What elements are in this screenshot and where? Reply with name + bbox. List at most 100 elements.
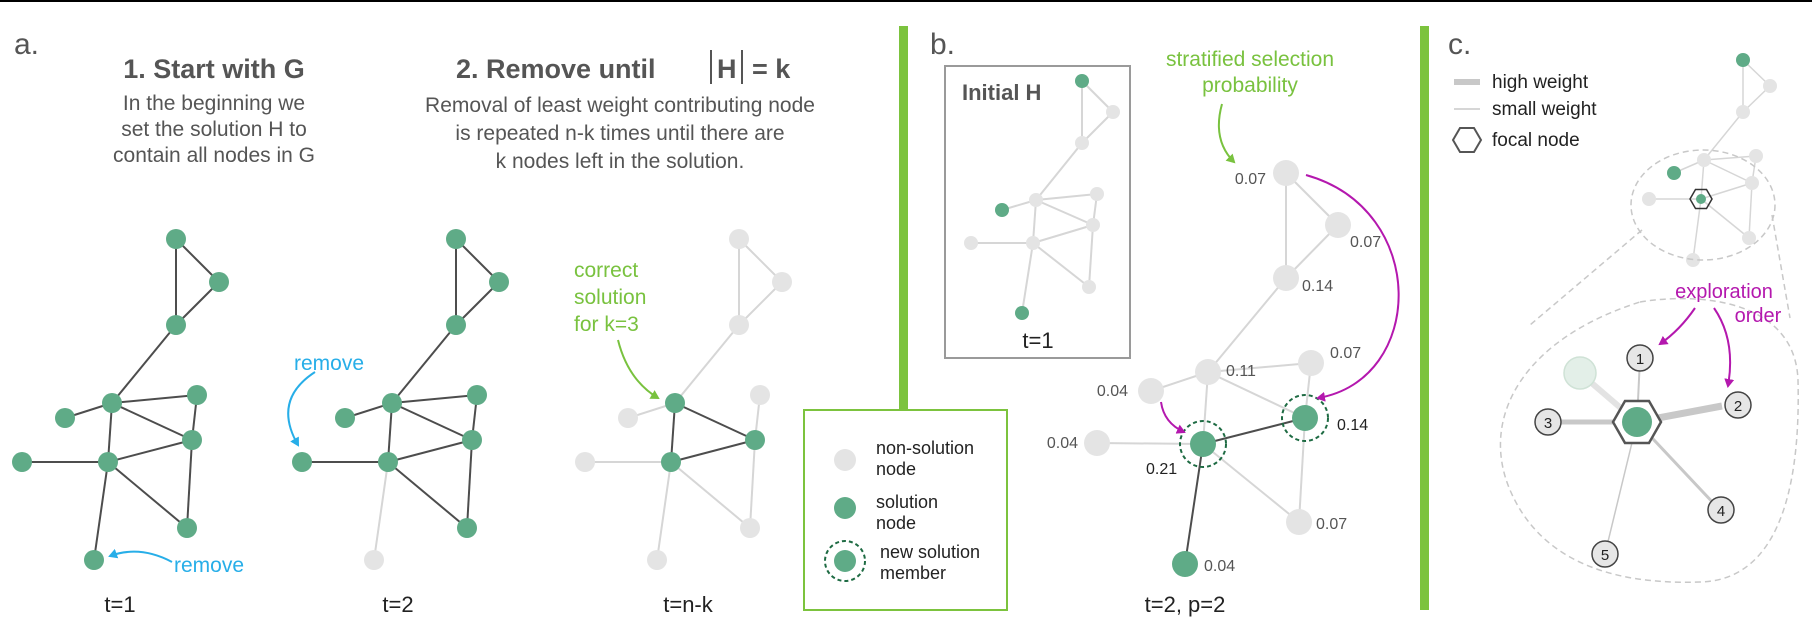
- selection-arrow: [1217, 103, 1236, 164]
- legend-text: member: [880, 563, 946, 583]
- legend-swatch-solution: [834, 497, 856, 519]
- inset-nodes-solution: [995, 74, 1089, 320]
- correct-label: for k=3: [574, 313, 639, 336]
- step2-desc-line: k nodes left in the solution.: [496, 150, 745, 173]
- remove-arrow: [287, 371, 316, 447]
- order-node: [1707, 496, 1735, 524]
- prob-label: 0.11: [1226, 363, 1256, 380]
- remove-label: remove: [174, 554, 244, 577]
- step1-title: 1. Start with G: [123, 54, 305, 84]
- legend: non-solution node solution node new solu…: [803, 409, 1008, 611]
- graph-tnk: correct solution for k=3: [574, 229, 792, 570]
- legend-text: new solution: [880, 542, 980, 562]
- overview-nodes-solution: [1667, 53, 1750, 180]
- overview-zoom-ring: [1630, 149, 1776, 261]
- focal-node-hexagon-icon: [1451, 127, 1483, 153]
- legend-high-weight: high weight: [1492, 72, 1589, 93]
- graph-t2-edge-removed: [373, 461, 389, 561]
- overview-focal-hexagon-icon: [1689, 188, 1713, 210]
- step2-title-k: = k: [752, 54, 791, 84]
- legend-text: solution: [876, 492, 938, 512]
- legend-dashed-ring: [824, 540, 866, 582]
- panel-c-label: c.: [1448, 28, 1471, 61]
- graph-tnk-edges-dark: [670, 402, 756, 463]
- prob-label: 0.04: [1204, 558, 1235, 575]
- ego-focal-node: [1622, 407, 1652, 437]
- order-number: 3: [1544, 415, 1552, 432]
- inset-time: t=1: [1022, 328, 1053, 353]
- panel-c-legend: high weight small weight focal node: [1451, 72, 1597, 153]
- graph-t1-nodes: [12, 229, 229, 570]
- step2-title-h: H: [717, 54, 737, 84]
- order-node: [1591, 540, 1619, 568]
- prob-label: 0.21: [1146, 461, 1177, 478]
- divider-bc: [1420, 26, 1429, 610]
- overview-focal-node: [1696, 194, 1706, 204]
- time-label-t2: t=2: [382, 592, 413, 617]
- graph-b-nodes-solution: [1172, 405, 1318, 577]
- select-arrow: [1160, 401, 1186, 434]
- graph-t2: remove: [287, 229, 509, 570]
- ego-faded-node: [1563, 356, 1597, 390]
- step1-desc-line: In the beginning we: [123, 92, 305, 115]
- remove-label: remove: [294, 352, 364, 375]
- graph-b-nodes-gray: [1084, 160, 1351, 535]
- exploration-arrow: [1658, 307, 1696, 346]
- legend-swatch-new: [834, 550, 856, 572]
- prob-label: 0.14: [1337, 417, 1368, 434]
- legend-small-weight: small weight: [1492, 99, 1597, 120]
- legend-text: node: [876, 459, 916, 479]
- order-node: [1534, 408, 1562, 436]
- prob-label: 0.07: [1330, 345, 1361, 362]
- prob-label: 0.04: [1047, 435, 1078, 452]
- graph-t2-nodes: [292, 229, 509, 538]
- exploration-label: order: [1735, 305, 1782, 327]
- step2-desc-line: is repeated n-k times until there are: [455, 122, 784, 145]
- prob-label: 0.07: [1316, 516, 1347, 533]
- inset-nodes-gray: [964, 105, 1120, 294]
- legend-text: non-solution: [876, 438, 974, 458]
- overview-nodes-gray: [1642, 79, 1777, 267]
- exploration-arrow: [1713, 307, 1735, 388]
- prob-label: 0.04: [1097, 383, 1128, 400]
- inset-title: Initial H: [962, 80, 1041, 105]
- new-member-ring: [1281, 394, 1329, 442]
- order-number: 5: [1601, 547, 1609, 564]
- prob-label: 0.07: [1350, 234, 1381, 251]
- step1-desc-line: contain all nodes in G: [113, 144, 315, 167]
- graph-b-edges-dark: [1184, 417, 1306, 565]
- legend-swatch-nonsolution: [834, 449, 856, 471]
- panel-a-label: a.: [14, 28, 39, 61]
- selection-label: probability: [1202, 74, 1298, 97]
- inset-edges: [971, 80, 1114, 314]
- graph-tnk-nodes-gray: [575, 229, 792, 570]
- graph-b: 0.07 0.07 0.14 0.07 0.11 0.04 0.04 0.14 …: [1047, 48, 1400, 577]
- graph-t1: remove: [12, 229, 244, 577]
- graph-t2-edges-dark: [302, 238, 500, 529]
- correct-arrow: [617, 339, 660, 400]
- correct-label: solution: [574, 286, 646, 309]
- panel-b-label: b.: [930, 28, 955, 61]
- divider-ab: [899, 26, 908, 410]
- prob-label: 0.14: [1302, 278, 1333, 295]
- order-number: 2: [1734, 398, 1742, 415]
- zoom-line-right: [1771, 214, 1791, 319]
- zoom-line-left: [1529, 229, 1643, 326]
- order-number: 1: [1636, 351, 1644, 368]
- selection-label: stratified selection: [1166, 48, 1334, 71]
- graph-tnk-nodes-solution: [661, 393, 765, 472]
- legend-text: node: [876, 513, 916, 533]
- prob-label: 0.07: [1235, 171, 1266, 188]
- correct-label: correct: [574, 259, 638, 282]
- ego-zoom-blob: [1499, 297, 1799, 583]
- step2-title: 2. Remove until: [456, 54, 656, 84]
- ego-network: 1 2 3 4 5 exploration order: [1499, 281, 1799, 583]
- overview-graph: [1630, 53, 1777, 267]
- inset-box: [944, 65, 1131, 359]
- order-node: [1724, 391, 1752, 419]
- inset-initial-h: Initial H t=1: [944, 65, 1131, 359]
- legend-focal-node: focal node: [1492, 130, 1580, 151]
- order-node: [1626, 344, 1654, 372]
